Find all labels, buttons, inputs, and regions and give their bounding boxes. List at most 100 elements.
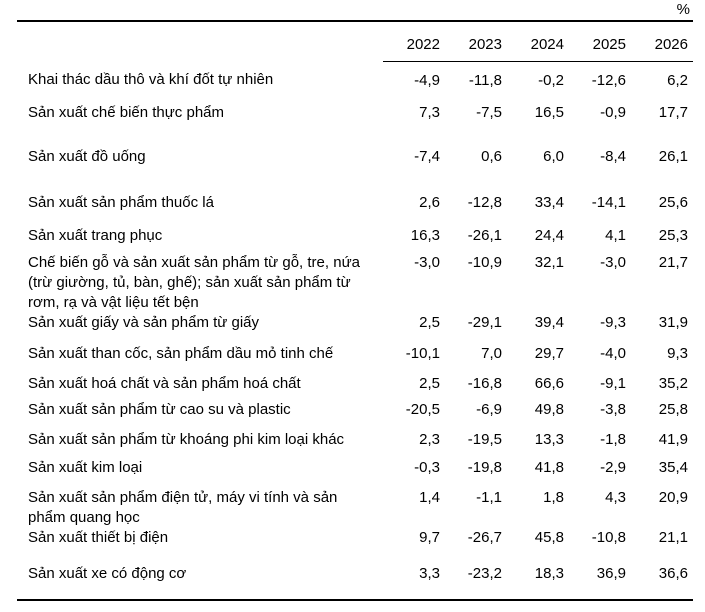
value-cell: 2,6 bbox=[419, 194, 440, 211]
row-label: Sản xuất hoá chất và sản phẩm hoá chất bbox=[28, 375, 301, 392]
value-cell: 16,3 bbox=[410, 227, 440, 244]
row-label: Sản xuất thiết bị điện bbox=[28, 529, 169, 546]
value-cell: 6,2 bbox=[667, 71, 688, 89]
table-container: % 2022 2023 2024 2025 2026 Khai thác dầu thô… bbox=[17, 0, 693, 601]
value-cell: 2,3 bbox=[419, 431, 440, 448]
value-cell: -16,8 bbox=[467, 375, 502, 392]
value-cell: -14,1 bbox=[591, 194, 626, 211]
value-cell: 35,4 bbox=[658, 459, 688, 476]
value-cell: -0,3 bbox=[414, 459, 440, 476]
table-row: Sản xuất giấy và sản phẩm từ giấy 2,5 -29,… bbox=[17, 313, 693, 344]
value-cell: -10,8 bbox=[591, 529, 626, 546]
row-label: Sản xuất giấy và sản phẩm từ giấy bbox=[28, 314, 260, 331]
value-cell: 1,4 bbox=[419, 489, 440, 506]
value-cell: 13,3 bbox=[534, 431, 564, 448]
year-header: 2023 bbox=[445, 21, 507, 62]
value-cell: 9,3 bbox=[667, 345, 688, 362]
row-label: Sản xuất kim loại bbox=[28, 459, 143, 476]
value-cell: -1,1 bbox=[476, 489, 502, 506]
value-cell: -9,1 bbox=[600, 375, 626, 392]
table-row: Sản xuất hoá chất và sản phẩm hoá chất 2,… bbox=[17, 374, 693, 400]
value-cell: 7,0 bbox=[481, 345, 502, 362]
value-cell: -8,4 bbox=[600, 148, 626, 165]
table-row: Sản xuất trang phục 16,3 -26,1 24,4 4,1 25,3 bbox=[17, 226, 693, 253]
value-cell: 32,1 bbox=[534, 254, 564, 271]
value-cell: 2,5 bbox=[419, 375, 440, 392]
value-cell: 2,5 bbox=[419, 314, 440, 331]
value-cell: -0,9 bbox=[600, 104, 626, 121]
value-cell: -29,1 bbox=[467, 314, 502, 331]
value-cell: 3,3 bbox=[419, 565, 440, 582]
value-cell: 21,7 bbox=[658, 254, 688, 271]
value-cell: -3,0 bbox=[600, 254, 626, 271]
value-cell: -26,1 bbox=[467, 227, 502, 244]
year-header: 2024 bbox=[507, 21, 569, 62]
data-table: 2022 2023 2024 2025 2026 Khai thác dầu thô v… bbox=[17, 20, 693, 601]
value-cell: -2,9 bbox=[600, 459, 626, 476]
value-cell: -4,9 bbox=[414, 71, 440, 89]
unit-label: % bbox=[676, 1, 690, 18]
value-cell: 25,8 bbox=[658, 401, 688, 418]
row-label: Khai thác dầu thô và khí đốt tự nhiên bbox=[28, 71, 274, 88]
value-cell: 26,1 bbox=[658, 148, 688, 165]
value-cell: -9,3 bbox=[600, 314, 626, 331]
table-row: Sản xuất sản phẩm điện tử, máy vi tính v… bbox=[17, 488, 693, 528]
value-cell: 41,9 bbox=[658, 431, 688, 448]
value-cell: -10,9 bbox=[467, 254, 502, 271]
value-cell: 49,8 bbox=[534, 401, 564, 418]
value-cell: 66,6 bbox=[534, 375, 564, 392]
year-header: 2022 bbox=[383, 21, 445, 62]
row-label: Sản xuất sản phẩm từ khoáng phi kim loại… bbox=[28, 431, 345, 448]
corner-cell bbox=[17, 21, 383, 61]
row-label: Sản xuất đồ uống bbox=[28, 148, 146, 165]
value-cell: -4,0 bbox=[600, 345, 626, 362]
value-cell: 18,3 bbox=[534, 565, 564, 582]
value-cell: -26,7 bbox=[467, 529, 502, 546]
table-row: Khai thác dầu thô và khí đốt tự nhiên -4,… bbox=[17, 61, 693, 103]
value-cell: -19,8 bbox=[467, 459, 502, 476]
value-cell: -10,1 bbox=[405, 345, 440, 362]
value-cell: 36,6 bbox=[658, 565, 688, 582]
value-cell: 4,1 bbox=[605, 227, 626, 244]
row-label: Sản xuất xe có động cơ bbox=[28, 565, 187, 582]
table-row: Sản xuất sản phẩm thuốc lá 2,6 -12,8 33,4 -1… bbox=[17, 193, 693, 226]
value-cell: 24,4 bbox=[534, 227, 564, 244]
table-row: Sản xuất than cốc, sản phẩm dầu mỏ tinh … bbox=[17, 344, 693, 374]
value-cell: 25,3 bbox=[658, 227, 688, 244]
value-cell: -20,5 bbox=[405, 401, 440, 418]
value-cell: -11,8 bbox=[468, 71, 502, 89]
row-label: Chế biến gỗ và sản xuất sản phẩm từ gỗ, … bbox=[28, 254, 360, 311]
header-row: 2022 2023 2024 2025 2026 bbox=[17, 21, 693, 62]
value-cell: 7,3 bbox=[419, 104, 440, 121]
value-cell: -6,9 bbox=[476, 401, 502, 418]
value-cell: 1,8 bbox=[543, 489, 564, 506]
value-cell: -3,0 bbox=[414, 254, 440, 271]
value-cell: 0,6 bbox=[481, 148, 502, 165]
value-cell: 41,8 bbox=[534, 459, 564, 476]
value-cell: 6,0 bbox=[543, 148, 564, 165]
row-label: Sản xuất trang phục bbox=[28, 227, 163, 244]
value-cell: 36,9 bbox=[596, 565, 626, 582]
table-row: Sản xuất kim loại -0,3 -19,8 41,8 -2,9 35,4 bbox=[17, 458, 693, 488]
value-cell: 21,1 bbox=[658, 529, 688, 546]
value-cell: 35,2 bbox=[658, 375, 688, 392]
value-cell: 9,7 bbox=[419, 529, 440, 546]
row-label: Sản xuất than cốc, sản phẩm dầu mỏ tinh … bbox=[28, 345, 334, 362]
row-label: Sản xuất chế biến thực phẩm bbox=[28, 104, 224, 121]
row-label: Sản xuất sản phẩm điện tử, máy vi tính v… bbox=[28, 489, 338, 526]
value-cell: 17,7 bbox=[658, 104, 688, 121]
value-cell: -7,4 bbox=[414, 148, 440, 165]
year-header: 2026 bbox=[631, 21, 693, 62]
row-label: Sản xuất sản phẩm thuốc lá bbox=[28, 194, 214, 211]
value-cell: -19,5 bbox=[467, 431, 502, 448]
value-cell: 16,5 bbox=[534, 104, 564, 121]
table-row: Sản xuất sản phẩm từ cao su và plastic -2… bbox=[17, 400, 693, 430]
value-cell: -12,8 bbox=[467, 194, 502, 211]
table-row: Sản xuất sản phẩm từ khoáng phi kim loại… bbox=[17, 430, 693, 458]
value-cell: -3,8 bbox=[600, 401, 626, 418]
table-row: Chế biến gỗ và sản xuất sản phẩm từ gỗ, … bbox=[17, 253, 693, 313]
value-cell: 31,9 bbox=[658, 314, 688, 331]
value-cell: 45,8 bbox=[534, 529, 564, 546]
value-cell: -1,8 bbox=[600, 431, 626, 448]
